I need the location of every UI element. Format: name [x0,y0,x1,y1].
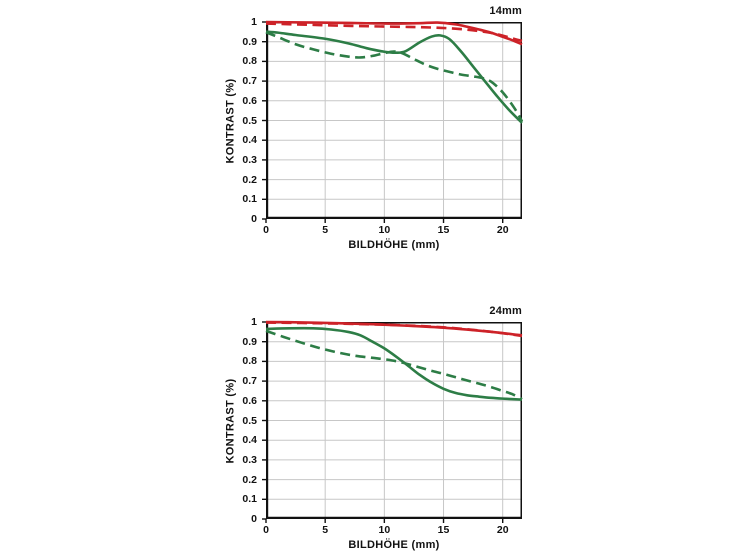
x-axis-label: BILDHÖHE (mm) [348,239,440,251]
y-tick-label: 0.3 [242,453,257,466]
mtf-plot-svg [262,320,523,523]
x-axis-ticks: 0 5 10 15 20 [263,523,523,536]
curve-green-solid [265,326,523,401]
y-tick-label: 1 [251,315,257,328]
curve-green-solid [265,30,523,124]
y-axis-ticks: 0 0.1 0.2 0.3 0.4 0.5 0.6 0.7 0.8 0.9 1 [200,317,257,524]
curve-red-dashed [265,321,523,338]
plot-area-24mm [262,320,523,523]
y-tick-label: 0.8 [242,55,257,68]
y-tick-label: 0 [251,212,257,225]
x-tick-label: 5 [322,224,329,236]
y-tick-label: 0.6 [242,394,257,407]
y-tick-label: 0.5 [242,414,257,427]
chart-14mm: 14mm KONTRAST (%) 0 0.1 0.2 0.3 0.4 0.5 0.6 0.7… [0,0,740,255]
y-tick-label: 0.9 [242,335,257,348]
y-tick-label: 0.6 [242,94,257,107]
x-tick-label: 0 [263,524,269,536]
x-tick-label: 15 [437,524,450,536]
chart-24mm: 24mm KONTRAST (%) 0 0.1 0.2 0.3 0.4 0.5 0.6 0.7… [0,300,740,555]
curve-red-dashed [265,22,523,43]
y-tick-label: 0.7 [242,74,257,87]
x-tick-label: 10 [378,524,391,536]
y-tick-label: 0.2 [242,473,257,486]
y-tick-label: 0.2 [242,173,257,186]
x-axis-ticks: 0 5 10 15 20 [263,223,523,236]
x-tick-label: 5 [322,524,329,536]
y-tick-label: 0.1 [242,193,257,206]
y-tick-label: 0.3 [242,153,257,166]
y-tick-label: 0.1 [242,493,257,506]
y-tick-label: 0.9 [242,35,257,48]
x-axis-label: BILDHÖHE (mm) [348,539,440,551]
y-axis-ticks: 0 0.1 0.2 0.3 0.4 0.5 0.6 0.7 0.8 0.9 1 [200,17,257,224]
x-tick-label: 0 [263,224,269,236]
x-tick-label: 20 [496,524,509,536]
y-tick-label: 0.5 [242,114,257,127]
y-tick-label: 0 [251,512,257,525]
y-tick-label: 0.4 [242,433,257,446]
curve-green-dashed [265,31,524,123]
chart-title-14mm: 14mm [489,5,522,17]
x-tick-label: 15 [437,224,450,236]
plot-area-14mm [262,20,524,223]
curve-green-dashed [265,329,523,401]
x-tick-label: 10 [378,224,391,236]
mtf-plot-svg [262,20,524,223]
y-tick-label: 0.4 [242,133,257,146]
y-tick-label: 1 [251,15,257,28]
y-tick-label: 0.7 [242,374,257,387]
chart-title-24mm: 24mm [489,305,522,317]
x-tick-label: 20 [496,224,509,236]
y-tick-label: 0.8 [242,355,257,368]
